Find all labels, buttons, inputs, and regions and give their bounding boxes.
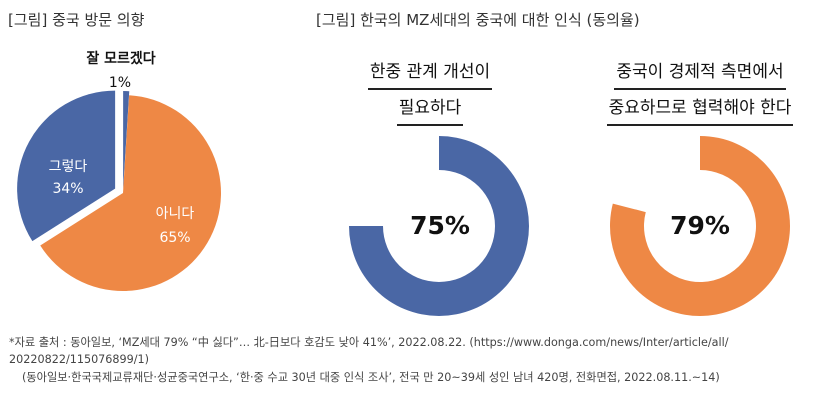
- pie-slice-no: [40, 95, 222, 291]
- donut1-value-label: 75%: [410, 211, 470, 240]
- donut1-title-line1: 한중 관계 개선이: [330, 56, 530, 90]
- pie-label-yes-name: 그렇다: [48, 159, 88, 175]
- source-note-line3: (동아일보·한국국제교류재단·성균중국연구소, ‘한·중 수교 30년 대중 인…: [22, 371, 720, 384]
- donut2-title-line1: 중국이 경제적 측면에서: [580, 56, 820, 90]
- pie-slice-yes: [17, 90, 116, 242]
- source-note-line1: *자료 출처 : 동아일보, ‘MZ세대 79% “中 싫다”… 北-日보다 호…: [9, 336, 729, 349]
- pie-label-no-name: 아니다: [155, 206, 195, 222]
- pie-label-dontknow-value: 1%: [108, 75, 132, 91]
- donut-relations-improve: [348, 136, 529, 316]
- donut1-title-line2: 필요하다: [330, 92, 530, 126]
- right-figure-title: [그림] 한국의 MZ세대의 중국에 대한 인식 (동의율): [316, 11, 640, 29]
- pie-label-dontknow-name: 잘 모르겠다: [86, 51, 156, 67]
- donut2-arc: [609, 136, 790, 316]
- source-note-line2: 20220822/115076899/1): [9, 353, 150, 366]
- donut1-arc: [349, 136, 529, 316]
- pie-label-no-value: 65%: [159, 230, 191, 246]
- pie-slice-dontknow: [123, 91, 130, 190]
- left-figure-title: [그림] 중국 방문 의향: [8, 11, 145, 29]
- donut2-title-line2: 중요하므로 협력해야 한다: [580, 92, 820, 126]
- pie-label-yes-value: 34%: [52, 181, 84, 197]
- visit-intention-pie: [17, 90, 222, 291]
- donut-economic-cooperation: [609, 136, 790, 317]
- donut2-value-label: 79%: [670, 211, 730, 240]
